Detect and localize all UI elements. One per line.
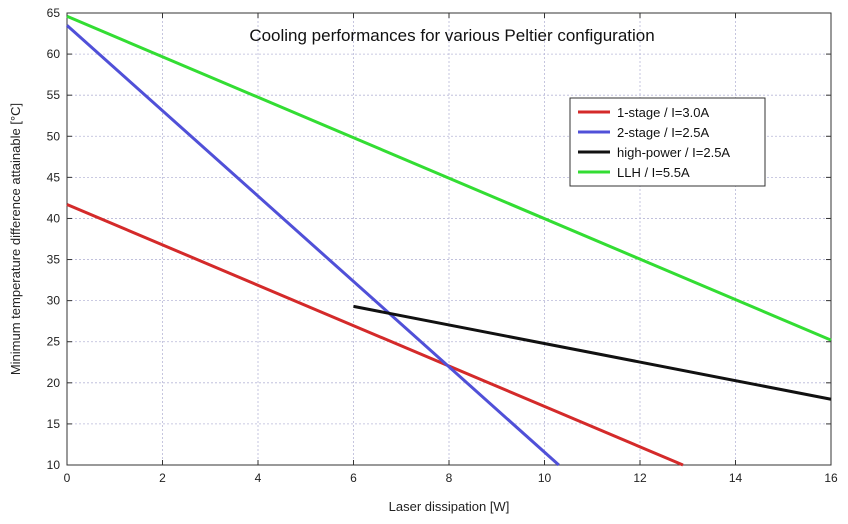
series-lines <box>66 14 832 467</box>
y-tick-label: 10 <box>47 458 61 472</box>
series-line <box>66 24 560 467</box>
y-tick-label: 35 <box>47 253 61 267</box>
y-tick-label: 25 <box>47 335 61 349</box>
y-tick-label: 65 <box>47 6 61 20</box>
legend-label: LLH / I=5.5A <box>617 165 690 180</box>
y-tick-label: 55 <box>47 88 61 102</box>
series-line <box>66 14 832 342</box>
x-tick-label: 10 <box>538 471 552 485</box>
x-tick-label: 6 <box>350 471 357 485</box>
x-tick-label: 8 <box>446 471 453 485</box>
grid-lines <box>67 13 831 465</box>
axis-ticks: 0 2 4 6 8 10 12 14 16 10 15 20 25 30 35 40 45 50 55 60 65 <box>47 6 838 485</box>
y-tick-label: 60 <box>47 47 61 61</box>
x-axis-title: Laser dissipation [W] <box>389 499 510 514</box>
y-tick-label: 20 <box>47 376 61 390</box>
legend-label: 1-stage / I=3.0A <box>617 105 709 120</box>
y-tick-label: 45 <box>47 170 61 184</box>
x-tick-label: 0 <box>64 471 71 485</box>
legend-label: 2-stage / I=2.5A <box>617 125 709 140</box>
legend-label: high-power / I=2.5A <box>617 145 730 160</box>
y-tick-label: 50 <box>47 129 61 143</box>
legend: 1-stage / I=3.0A 2-stage / I=2.5A high-pow… <box>569 97 766 187</box>
x-tick-label: 4 <box>255 471 262 485</box>
y-tick-label: 15 <box>47 417 61 431</box>
chart-title: Cooling performances for various Peltier… <box>249 26 654 45</box>
y-tick-label: 40 <box>47 211 61 225</box>
x-tick-label: 2 <box>159 471 166 485</box>
series-line <box>353 304 832 401</box>
series-line <box>66 203 684 467</box>
y-tick-label: 30 <box>47 294 61 308</box>
x-tick-label: 14 <box>729 471 743 485</box>
y-axis-title: Minimum temperature difference attainabl… <box>8 103 23 375</box>
x-tick-label: 12 <box>633 471 647 485</box>
x-tick-label: 16 <box>824 471 838 485</box>
